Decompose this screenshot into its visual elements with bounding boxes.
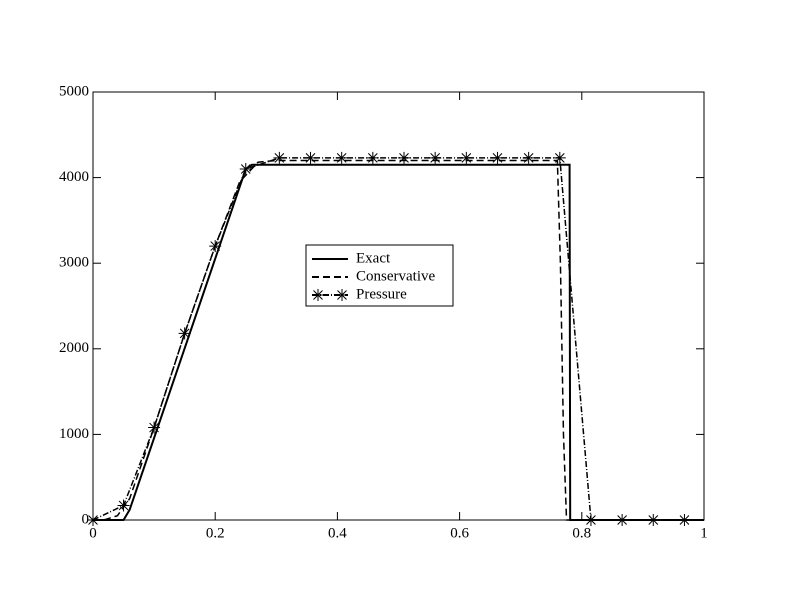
point-marker [117, 499, 130, 512]
point-marker [397, 151, 410, 164]
series-line [92, 157, 685, 521]
legend-box [305, 244, 454, 307]
point-marker [87, 514, 99, 526]
point-marker [304, 151, 317, 164]
x-tick-label: 1 [700, 525, 708, 541]
point-marker [148, 421, 161, 434]
point-marker [273, 151, 286, 164]
series-line [92, 159, 704, 521]
legend-marker [336, 289, 348, 301]
legend-label: Exact [356, 250, 391, 266]
point-marker [209, 240, 222, 253]
point-marker [491, 151, 504, 164]
point-marker [678, 514, 691, 526]
x-tick-label: 0.4 [328, 525, 347, 541]
legend-label: Conservative [356, 268, 435, 284]
series-line [93, 163, 704, 521]
legend-marker [312, 289, 324, 301]
plot-frame [92, 91, 705, 521]
y-tick-label: 2000 [59, 340, 89, 356]
x-tick-label: 0.8 [572, 525, 591, 541]
point-marker [178, 327, 191, 340]
point-marker [647, 514, 660, 526]
point-marker [335, 151, 348, 164]
legend-label: Pressure [356, 286, 407, 302]
x-tick-label: 0 [89, 525, 97, 541]
y-tick-label: 0 [82, 511, 90, 527]
point-marker [366, 151, 379, 164]
y-tick-label: 1000 [59, 426, 89, 442]
point-marker [460, 151, 473, 164]
x-tick-label: 0.2 [206, 525, 225, 541]
x-tick-label: 0.6 [450, 525, 469, 541]
point-marker [616, 514, 629, 526]
point-marker [553, 151, 566, 164]
y-tick-label: 5000 [59, 83, 89, 99]
point-marker [584, 514, 597, 526]
point-marker [429, 151, 442, 164]
point-marker [522, 151, 535, 164]
y-tick-label: 3000 [59, 255, 89, 271]
y-tick-label: 4000 [59, 169, 89, 185]
point-marker [239, 163, 252, 176]
